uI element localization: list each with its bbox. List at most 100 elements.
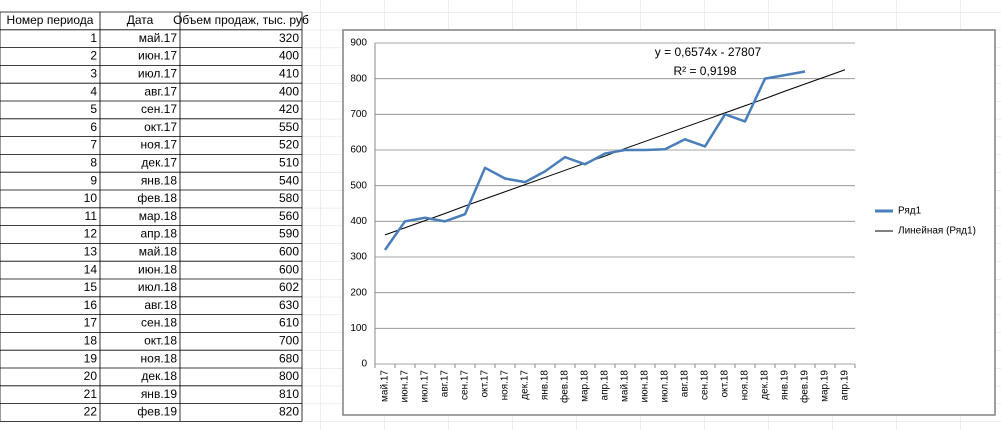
table-cell: 540: [279, 173, 299, 187]
table-cell: апр.18: [140, 227, 177, 241]
table-cell: 602: [279, 280, 299, 294]
x-tick-label: авг.17: [440, 370, 451, 398]
table-cell: 600: [279, 262, 299, 276]
x-tick-label: авг.18: [680, 370, 691, 398]
table-cell: 5: [90, 102, 97, 116]
table-cell: 21: [84, 387, 98, 401]
table-cell: 680: [279, 351, 299, 365]
x-tick-label: сен.18: [700, 370, 711, 400]
table-cell: 19: [84, 351, 98, 365]
y-tick-label: 600: [350, 145, 367, 156]
y-tick-label: 300: [350, 252, 367, 263]
x-tick-label: окт.18: [720, 370, 731, 398]
table-cell: июн.17: [138, 49, 177, 63]
table-cell: 1: [90, 31, 97, 45]
column-header: Номер периода: [7, 13, 94, 27]
table-cell: фев.19: [137, 405, 177, 419]
y-tick-label: 900: [350, 38, 367, 49]
x-tick-label: ноя.17: [500, 370, 511, 401]
y-tick-label: 400: [350, 216, 367, 227]
chart-frame: [342, 29, 996, 416]
y-tick-label: 700: [350, 109, 367, 120]
table-cell: 820: [279, 405, 299, 419]
x-tick-label: фев.19: [799, 370, 811, 403]
table-cell: ноя.18: [141, 351, 178, 365]
x-tick-label: мар.18: [580, 370, 591, 402]
y-tick-label: 200: [350, 287, 367, 298]
table-cell: 9: [90, 173, 97, 187]
x-tick-label: дек.17: [520, 370, 531, 400]
table-cell: май.18: [139, 244, 178, 258]
table-cell: июл.18: [138, 280, 177, 294]
table-cell: дек.18: [141, 369, 177, 383]
table-cell: 320: [279, 31, 299, 45]
table-cell: 580: [279, 191, 299, 205]
table-cell: 18: [84, 333, 98, 347]
table-cell: 700: [279, 333, 299, 347]
x-tick-label: сен.17: [460, 370, 471, 400]
table-cell: 15: [84, 280, 98, 294]
table-cell: 13: [84, 244, 98, 258]
table-cell: авг.17: [144, 84, 177, 98]
legend-label: Ряд1: [898, 206, 922, 217]
table-cell: 7: [90, 138, 97, 152]
y-tick-label: 500: [350, 180, 367, 191]
table-cell: дек.17: [141, 155, 177, 169]
table-cell: сен.18: [141, 316, 177, 330]
table-cell: июл.17: [138, 66, 177, 80]
table-cell: 17: [84, 316, 98, 330]
table-cell: фев.18: [137, 191, 177, 205]
y-tick-label: 0: [361, 359, 367, 370]
table-cell: авг.18: [144, 298, 177, 312]
table-cell: 400: [279, 84, 299, 98]
table-cell: ноя.17: [141, 138, 178, 152]
trend-equation: y = 0,6574x - 27807: [655, 45, 762, 59]
x-tick-label: янв.18: [540, 370, 551, 401]
table-bg: [0, 0, 302, 430]
table-cell: окт.18: [144, 333, 177, 347]
table-cell: янв.19: [141, 387, 178, 401]
table-cell: 590: [279, 227, 299, 241]
table-cell: 420: [279, 102, 299, 116]
table-cell: янв.18: [141, 173, 178, 187]
trend-r2: R² = 0,9198: [673, 64, 736, 78]
data-line: [383, 70, 806, 251]
x-tick-label: апр.19: [840, 370, 851, 401]
table-cell: 6: [90, 120, 97, 134]
legend-label: Линейная (Ряд1): [898, 226, 976, 237]
x-tick-label: июл.18: [660, 370, 671, 403]
table-cell: 520: [279, 138, 299, 152]
x-tick-label: ноя.18: [740, 370, 751, 401]
x-tick-label: фев.18: [559, 370, 571, 403]
column-header: Дата: [127, 13, 154, 27]
x-tick-label: окт.17: [480, 370, 491, 398]
x-tick-label: апр.18: [600, 370, 611, 401]
table-cell: 2: [90, 49, 97, 63]
x-tick-label: июн.18: [640, 370, 651, 403]
table-cell: 800: [279, 369, 299, 383]
table-cell: 410: [279, 66, 299, 80]
table-cell: 3: [90, 66, 97, 80]
x-tick-label: июн.17: [400, 370, 411, 403]
x-tick-label: май.17: [380, 370, 391, 402]
table-cell: 510: [279, 155, 299, 169]
table-cell: 10: [84, 191, 98, 205]
x-tick-label: мар.19: [820, 370, 831, 402]
table-cell: июн.18: [138, 262, 177, 276]
table-cell: 560: [279, 209, 299, 223]
x-tick-label: янв.19: [780, 370, 791, 401]
table-cell: 400: [279, 49, 299, 63]
table-cell: 4: [90, 84, 97, 98]
table-cell: 630: [279, 298, 299, 312]
table-cell: 16: [84, 298, 98, 312]
table-cell: май.17: [139, 31, 178, 45]
table-cell: 14: [84, 262, 98, 276]
table-cell: мар.18: [139, 209, 178, 223]
y-tick-label: 100: [350, 323, 367, 334]
x-tick-label: июл.17: [420, 370, 431, 403]
table-cell: 810: [279, 387, 299, 401]
table-cell: 22: [84, 405, 98, 419]
y-tick-label: 800: [350, 73, 367, 84]
column-header: Объем продаж, тыс. руб: [173, 13, 309, 27]
